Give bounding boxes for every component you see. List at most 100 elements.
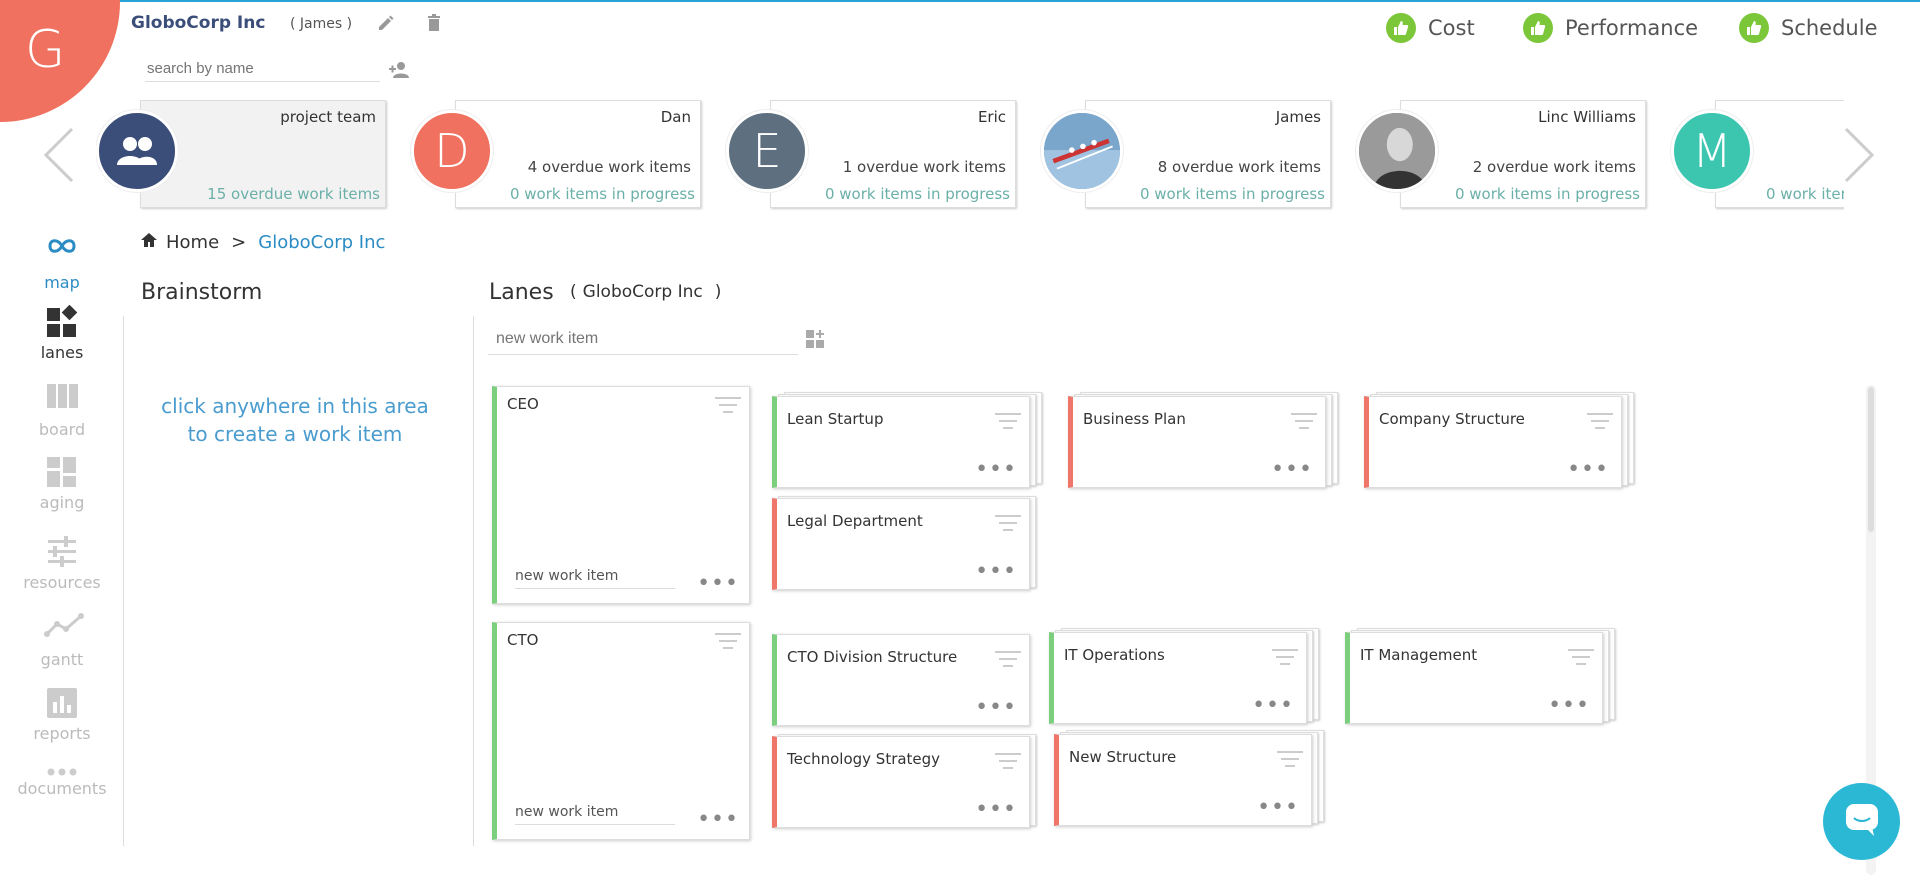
sidebar-item-board[interactable]: board	[0, 382, 124, 439]
filter-icon[interactable]	[715, 395, 741, 415]
sidebar-item-label: board	[38, 420, 86, 439]
work-item-cto-division-structure[interactable]: CTO Division Structure •••	[772, 632, 1030, 728]
filter-icon[interactable]	[1291, 411, 1317, 431]
board-icon	[44, 382, 80, 418]
person-overdue: 2 overdue work items	[1472, 158, 1636, 176]
more-options-icon[interactable]: •••	[975, 797, 1017, 822]
work-item-legal-department[interactable]: Legal Department •••	[772, 496, 1036, 592]
new-work-item-input[interactable]	[488, 328, 798, 355]
work-item-business-plan[interactable]: Business Plan •••	[1068, 392, 1338, 488]
more-options-icon[interactable]: •••	[1567, 457, 1609, 482]
filter-icon[interactable]	[1587, 411, 1613, 431]
org-owner: ( James )	[290, 16, 353, 32]
filter-icon[interactable]	[995, 513, 1021, 533]
infinity-icon	[44, 235, 80, 271]
sidebar-item-lanes[interactable]: lanes	[0, 304, 124, 362]
sidebar-item-resources[interactable]: resources	[0, 535, 124, 592]
lane-title: CTO	[507, 631, 539, 649]
top-accent-line	[0, 0, 1920, 2]
search-input[interactable]	[145, 58, 380, 82]
person-card-linc-williams[interactable]: Linc Williams 2 overdue work items 0 wor…	[1356, 100, 1646, 210]
lane-new-item[interactable]: new work item	[515, 568, 675, 589]
add-lane-icon[interactable]	[804, 328, 826, 350]
person-card-m[interactable]: M 0 work iter	[1671, 100, 1844, 210]
sidebar-item-documents[interactable]: documents	[0, 763, 124, 798]
edit-icon[interactable]	[376, 13, 396, 33]
filter-icon[interactable]	[1277, 749, 1303, 769]
lane-cto[interactable]: CTO new work item •••	[492, 622, 750, 840]
more-options-icon[interactable]: •••	[1271, 457, 1313, 482]
brainstorm-hint-line2: to create a work item	[187, 422, 403, 446]
card-box	[455, 100, 701, 208]
breadcrumb-separator: >	[231, 232, 247, 253]
card-box	[770, 100, 1016, 208]
card-face: IT Management •••	[1345, 632, 1603, 724]
status-label: Schedule	[1781, 16, 1878, 40]
scrollbar-thumb[interactable]	[1868, 387, 1874, 532]
person-in-progress: 0 work items in progress	[824, 185, 1010, 203]
more-options-icon[interactable]: •••	[975, 457, 1017, 482]
sidebar-item-label: documents	[17, 779, 107, 798]
sidebar-item-label: resources	[23, 573, 101, 592]
status-performance[interactable]: Performance	[1523, 13, 1698, 43]
delete-icon[interactable]	[424, 13, 444, 33]
more-options-icon[interactable]: •••	[697, 571, 739, 596]
person-card-eric[interactable]: E Eric 1 overdue work items 0 work items…	[726, 100, 1016, 210]
brainstorm-area[interactable]: click anywhere in this area to create a …	[160, 392, 430, 448]
card-face: IT Operations •••	[1049, 632, 1307, 724]
person-card-james[interactable]: James 8 overdue work items 0 work items …	[1041, 100, 1331, 210]
filter-icon[interactable]	[715, 631, 741, 651]
filter-icon[interactable]	[995, 649, 1021, 669]
status-label: Performance	[1565, 16, 1699, 40]
aging-icon	[44, 455, 80, 491]
thumbs-up-icon	[1739, 13, 1769, 43]
more-options-icon[interactable]: •••	[1252, 693, 1294, 718]
work-item-it-operations[interactable]: IT Operations •••	[1049, 628, 1319, 724]
work-item-title: Technology Strategy	[787, 750, 941, 768]
sidebar-item-reports[interactable]: reports	[0, 686, 124, 743]
more-options-icon[interactable]: •••	[1548, 693, 1590, 718]
carousel-prev-arrow[interactable]	[42, 125, 76, 185]
work-item-new-structure[interactable]: New Structure •••	[1054, 730, 1324, 826]
filter-icon[interactable]	[995, 411, 1021, 431]
sidebar-item-aging[interactable]: aging	[0, 455, 124, 512]
filter-icon[interactable]	[1272, 647, 1298, 667]
work-item-company-structure[interactable]: Company Structure •••	[1364, 392, 1634, 488]
lanes-title: Lanes	[489, 280, 554, 305]
breadcrumb-home[interactable]: Home	[166, 232, 220, 253]
work-item-lean-startup[interactable]: Lean Startup •••	[772, 392, 1042, 488]
chat-button[interactable]	[1823, 783, 1900, 860]
person-in-progress: 0 work items in progress	[509, 185, 695, 203]
status-cost[interactable]: Cost	[1386, 13, 1475, 43]
person-overdue: 1 overdue work items	[842, 158, 1006, 176]
card-box	[140, 100, 386, 208]
more-options-icon[interactable]: •••	[1257, 795, 1299, 820]
breadcrumb-current[interactable]: GloboCorp Inc	[258, 232, 386, 253]
lanes-context-name: GloboCorp Inc	[582, 282, 703, 302]
work-item-technology-strategy[interactable]: Technology Strategy •••	[772, 734, 1036, 830]
avatar-photo	[1356, 110, 1438, 192]
group-icon	[96, 110, 178, 192]
sidebar-item-gantt[interactable]: gantt	[0, 612, 124, 669]
filter-icon[interactable]	[995, 751, 1021, 771]
more-options-icon[interactable]: •••	[975, 695, 1017, 720]
add-user-icon[interactable]	[388, 60, 412, 80]
status-schedule[interactable]: Schedule	[1739, 13, 1878, 43]
more-options-icon[interactable]: •••	[697, 807, 739, 832]
card-face: New Structure •••	[1054, 734, 1312, 826]
person-card-dan[interactable]: D Dan 4 overdue work items 0 work items …	[411, 100, 701, 210]
lanes-scrollbar[interactable]	[1866, 385, 1876, 875]
lane-ceo[interactable]: CEO new work item •••	[492, 386, 750, 604]
person-card-project-team[interactable]: project team 15 overdue work items	[96, 100, 386, 210]
org-logo[interactable]: G	[0, 0, 120, 122]
filter-icon[interactable]	[1568, 647, 1594, 667]
lane-new-item[interactable]: new work item	[515, 804, 675, 825]
person-name: Dan	[660, 108, 691, 126]
home-icon[interactable]	[140, 232, 158, 253]
carousel-next-arrow[interactable]	[1842, 125, 1876, 185]
org-name[interactable]: GloboCorp Inc	[131, 13, 266, 33]
more-options-icon[interactable]: •••	[975, 559, 1017, 584]
work-item-it-management[interactable]: IT Management •••	[1345, 628, 1615, 724]
sidebar-item-label: gantt	[40, 650, 84, 669]
sidebar-item-map[interactable]: map	[0, 235, 124, 292]
